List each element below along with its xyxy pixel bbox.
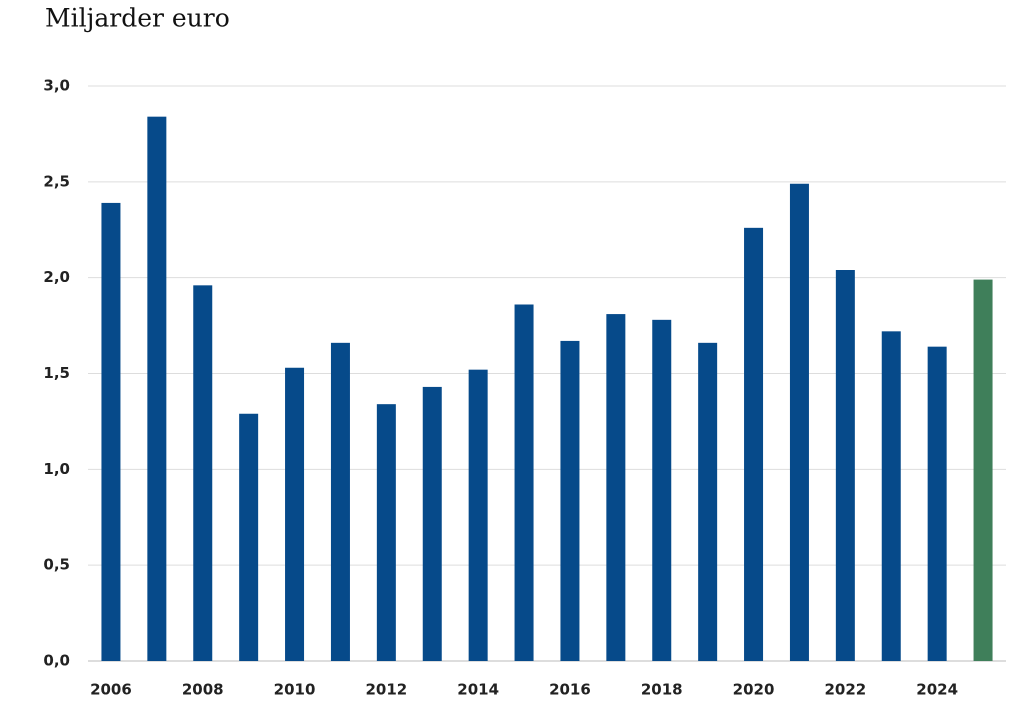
y-tick-label: 2,5 [43,172,70,190]
bar [606,314,626,661]
bar [927,346,947,661]
x-tick-label: 2008 [182,681,224,699]
x-tick-label: 2018 [641,681,683,699]
chart-subtitle: Miljarder euro [45,4,230,33]
bar [835,270,855,661]
bar [881,331,901,661]
bar [193,285,213,661]
y-tick-label: 0,5 [43,556,70,574]
bar [147,116,167,661]
y-tick-label: 2,0 [43,268,70,286]
bar [422,386,442,661]
bar [560,340,580,661]
x-tick-label: 2024 [916,681,958,699]
x-tick-label: 2012 [365,681,407,699]
bar [698,342,718,661]
y-tick-label: 3,0 [43,77,70,95]
bar [239,413,259,661]
x-tick-label: 2014 [457,681,499,699]
bar [973,279,993,661]
y-tick-label: 1,0 [43,460,70,478]
bar [376,404,396,661]
bar [101,202,121,661]
bar [514,304,534,661]
x-tick-label: 2022 [824,681,866,699]
x-tick-label: 2006 [90,681,132,699]
x-tick-label: 2020 [733,681,775,699]
bar [285,367,305,661]
bar [652,319,672,661]
x-tick-label: 2010 [274,681,316,699]
y-tick-label: 1,5 [43,364,70,382]
x-tick-label: 2016 [549,681,591,699]
bar [744,227,764,662]
bar [468,369,488,661]
bar [330,342,350,661]
bar [789,183,809,661]
y-tick-label: 0,0 [43,652,70,670]
